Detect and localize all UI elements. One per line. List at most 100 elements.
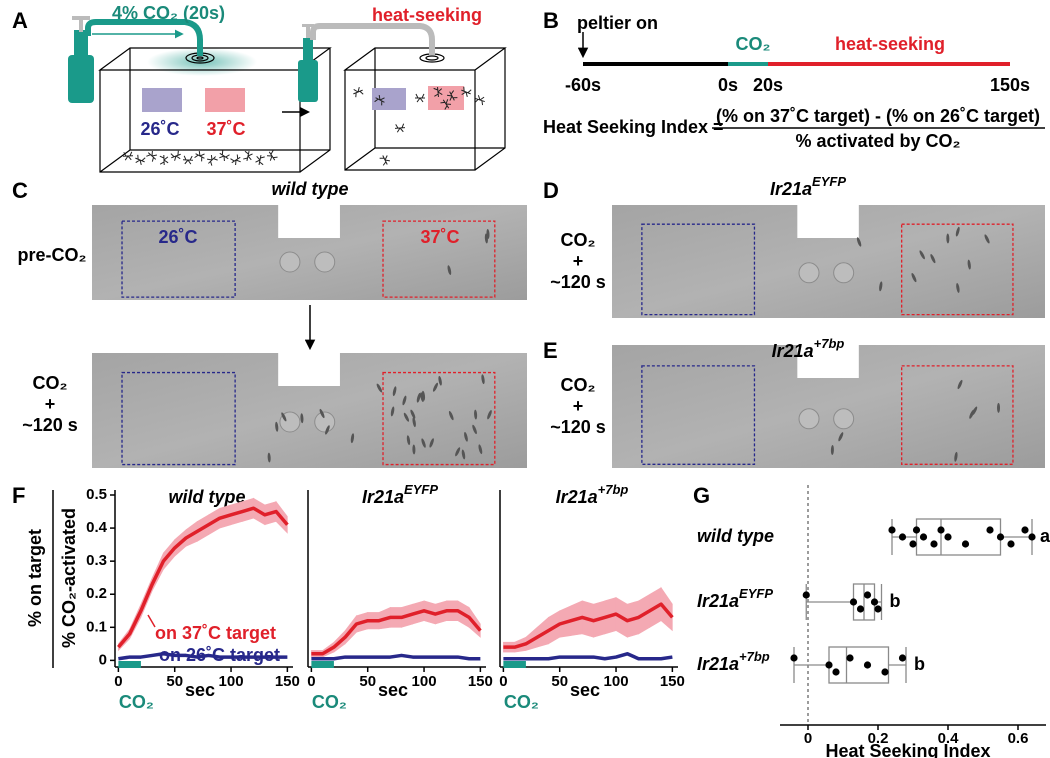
mosquito: [956, 282, 960, 293]
port: [314, 411, 336, 433]
label-sup: +7bp: [598, 482, 629, 497]
x-tick-label: 100: [219, 673, 244, 690]
mosquito: [266, 150, 278, 161]
box: [915, 518, 1002, 556]
mosquito: [267, 452, 271, 463]
y-tick-label: 0.2: [86, 585, 107, 602]
mosquito-body: [219, 150, 230, 162]
label: +: [573, 251, 584, 271]
mosquito: [374, 94, 385, 106]
warm-target: [901, 223, 1014, 316]
warm-target: [428, 86, 464, 110]
mosquito: [170, 150, 181, 161]
mosquito: [243, 150, 253, 161]
photo-notch: [278, 352, 340, 386]
mosquito-body: [433, 86, 443, 98]
label: 37˚C: [206, 119, 245, 139]
label: ~120 s: [22, 415, 78, 435]
warm-target: [901, 365, 1014, 465]
mosquito-body: [243, 150, 253, 161]
label: (% on 37˚C target) - (% on 26˚C target): [716, 106, 1040, 126]
mosquito-body: [255, 154, 265, 166]
mosquito: [930, 254, 936, 264]
mosquito: [300, 413, 304, 424]
label: 37˚C: [420, 227, 459, 247]
label-sup: EYFP: [812, 174, 846, 189]
photo-notch: [278, 204, 340, 238]
mosquito: [967, 259, 971, 270]
photo-notch: [797, 344, 859, 378]
series-line: [503, 602, 674, 649]
mosquito: [394, 123, 406, 133]
x-tick-label: 150: [275, 673, 300, 690]
mosquito: [182, 155, 194, 165]
label: heat-seeking: [372, 5, 482, 25]
panel-letter: F: [12, 483, 25, 508]
mosquito-body: [461, 86, 472, 97]
mosquito: [159, 154, 169, 166]
mosquito: [481, 374, 485, 385]
label: CO₂: [33, 373, 68, 393]
data-point: [986, 526, 994, 534]
data-point: [888, 526, 896, 534]
mosquito-body: [182, 155, 194, 165]
label-main: Ir21a: [770, 179, 812, 199]
y-axis-label: % on target: [25, 529, 45, 627]
mosquito: [474, 409, 478, 420]
mosquito-body: [353, 87, 364, 98]
label: Ir21aEYFP: [770, 174, 846, 199]
data-point: [1021, 526, 1029, 534]
mosquito: [353, 87, 364, 98]
mosquito: [230, 154, 241, 166]
mosquito: [390, 406, 395, 417]
annotation-leader: [147, 614, 156, 628]
data-point: [1028, 533, 1036, 541]
panel-letter: A: [12, 8, 28, 33]
x-tick-label: 150: [660, 673, 685, 690]
data-point: [961, 540, 970, 548]
mosquito: [135, 154, 146, 165]
category-label: Ir21aEYFP: [697, 586, 773, 611]
label-main: Ir21a: [697, 654, 739, 674]
data-point: [870, 598, 879, 606]
data-point: [863, 591, 872, 599]
label-main: Ir21a: [362, 487, 404, 507]
data-point: [937, 526, 945, 534]
x-tick-label: 0.4: [938, 730, 960, 747]
x-axis-label: sec: [570, 680, 600, 700]
cool-target: [372, 88, 406, 110]
y-axis-label: % CO₂-activated: [59, 508, 79, 648]
chart-title: Ir21aEYFP: [362, 482, 438, 507]
mosquito-body: [159, 154, 169, 166]
data-point: [832, 668, 840, 676]
data-point: [846, 654, 854, 662]
warm-target: [382, 371, 496, 466]
y-tick-label: 0.3: [86, 552, 107, 569]
x-tick-label: 150: [468, 673, 493, 690]
y-tick-label: 0.5: [86, 486, 107, 503]
mosquito: [403, 412, 410, 422]
label: wild type: [271, 179, 348, 199]
data-point: [856, 605, 865, 613]
data-point: [863, 661, 872, 669]
mosquito: [971, 406, 978, 416]
mosquito: [206, 154, 218, 166]
label: ~120 s: [550, 272, 606, 292]
mosquito: [838, 432, 844, 442]
mosquito-body: [230, 154, 241, 166]
label-main: wild type: [168, 487, 245, 507]
mosquito: [410, 409, 416, 419]
label-main: Ir21a: [772, 341, 814, 361]
mosquito: [416, 392, 421, 403]
label: heat-seeking: [835, 34, 945, 54]
port: [798, 262, 820, 284]
stimulus-label: CO₂: [119, 692, 154, 712]
mosquito: [122, 151, 134, 161]
mosquito: [406, 435, 411, 446]
co2-bottle: [68, 16, 203, 103]
mosquito: [856, 237, 862, 247]
mosquito-body: [266, 150, 278, 161]
stimulus-label: CO₂: [504, 692, 539, 712]
label-sup: EYFP: [739, 586, 773, 601]
time-label: 0s: [718, 75, 738, 95]
